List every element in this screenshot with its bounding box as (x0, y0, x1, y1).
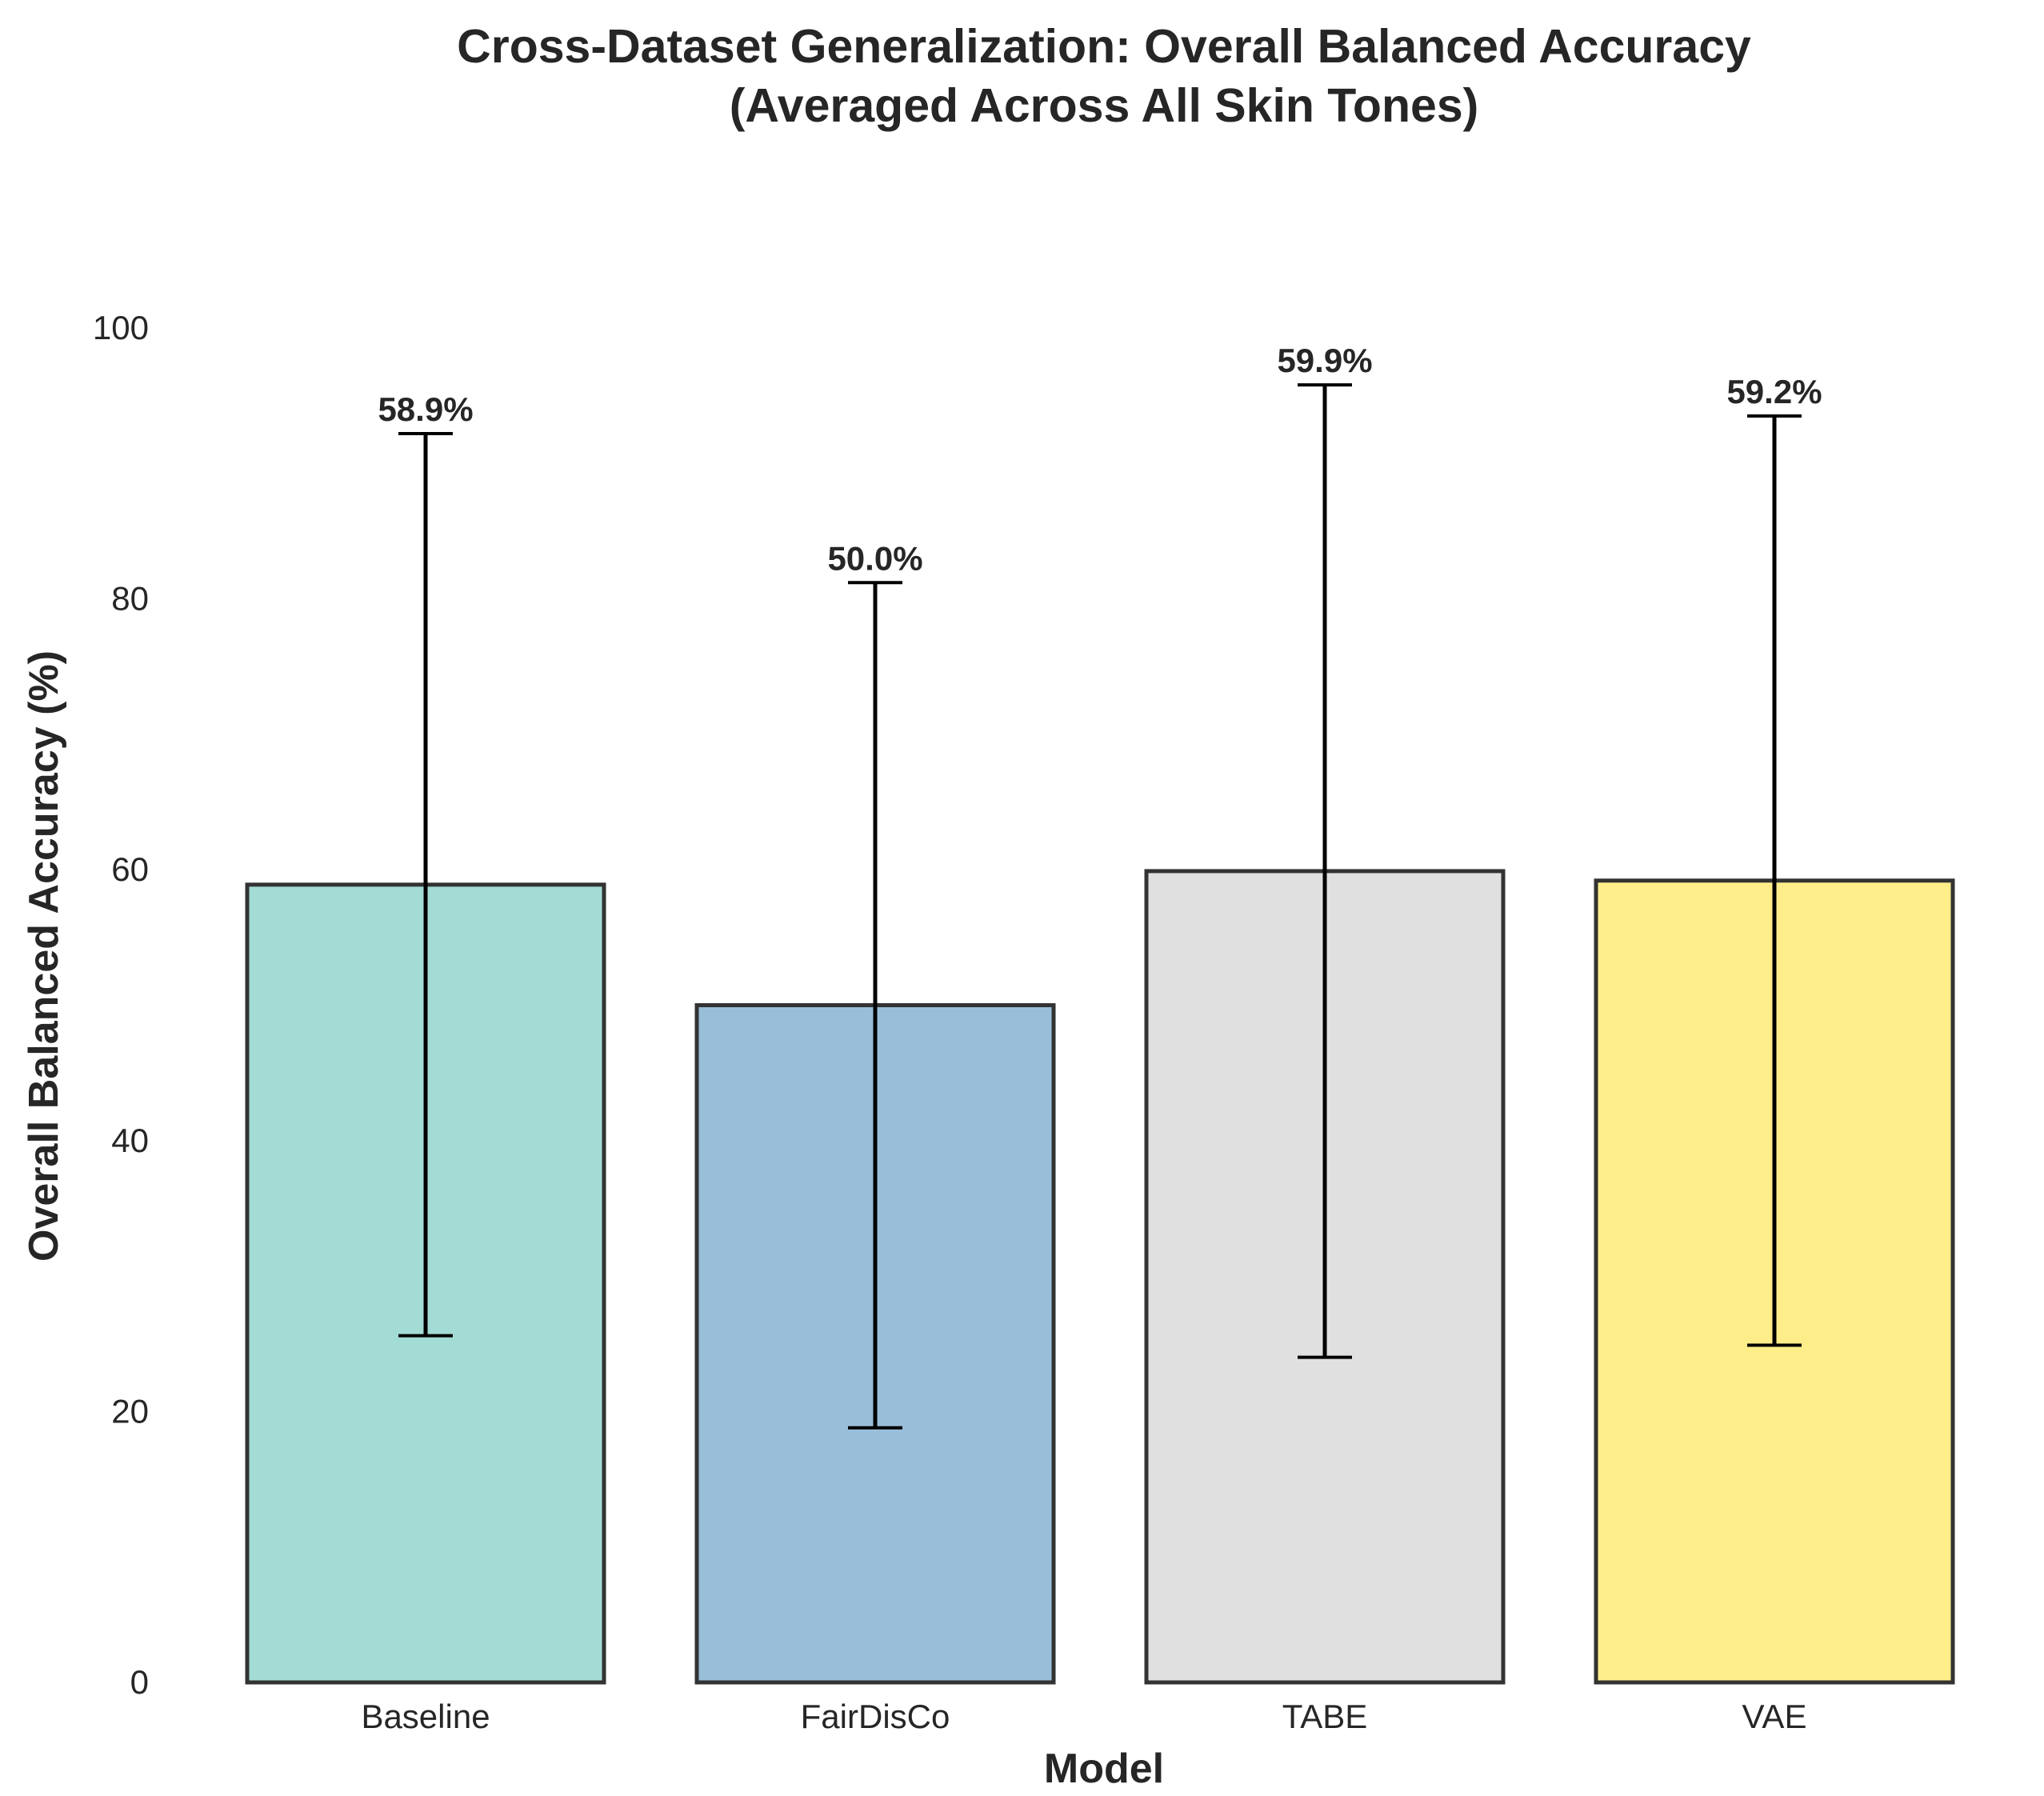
x-axis-label: Model (1044, 1746, 1164, 1792)
error-bar-vae (1747, 414, 1802, 1347)
data-label-baseline: 58.9% (378, 390, 473, 428)
y-tick-label-0: 0 (130, 1663, 149, 1701)
y-axis-ticks: 0 20 40 60 80 100 (93, 309, 149, 1701)
y-axis-label: Overall Balanced Accuracy (%) (21, 650, 67, 1262)
chart-title-line-2: (Averaged Across All Skin Tones) (730, 79, 1479, 132)
x-tick-label-fairdisco: FairDisCo (801, 1698, 950, 1735)
x-axis-ticks: Baseline FairDisCo TABE VAE (361, 1698, 1806, 1735)
data-label-vae: 59.2% (1726, 373, 1822, 410)
data-label-tabe: 59.9% (1277, 342, 1372, 379)
data-label-fairdisco: 50.0% (827, 539, 922, 577)
error-bar-baseline (398, 432, 453, 1338)
data-labels-group: 58.9% 50.0% 59.9% 59.2% (378, 342, 1822, 577)
error-bar-fairdisco (848, 581, 902, 1430)
y-tick-label-100: 100 (93, 309, 149, 346)
y-tick-label-20: 20 (111, 1392, 149, 1430)
y-tick-label-80: 80 (111, 580, 149, 618)
error-bars-group (398, 383, 1802, 1430)
y-tick-label-40: 40 (111, 1122, 149, 1159)
chart-title-line-1: Cross-Dataset Generalization: Overall Ba… (457, 20, 1751, 73)
x-tick-label-vae: VAE (1742, 1698, 1807, 1735)
x-tick-label-baseline: Baseline (361, 1698, 490, 1735)
x-tick-label-tabe: TABE (1282, 1698, 1368, 1735)
y-tick-label-60: 60 (111, 850, 149, 888)
error-bar-tabe (1298, 383, 1352, 1359)
